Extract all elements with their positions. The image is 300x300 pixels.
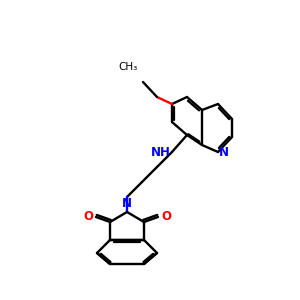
Text: O: O	[161, 211, 171, 224]
Text: N: N	[122, 197, 132, 210]
Text: N: N	[219, 146, 229, 158]
Text: NH: NH	[151, 146, 171, 158]
Text: CH₃: CH₃	[118, 62, 138, 72]
Text: O: O	[83, 211, 93, 224]
